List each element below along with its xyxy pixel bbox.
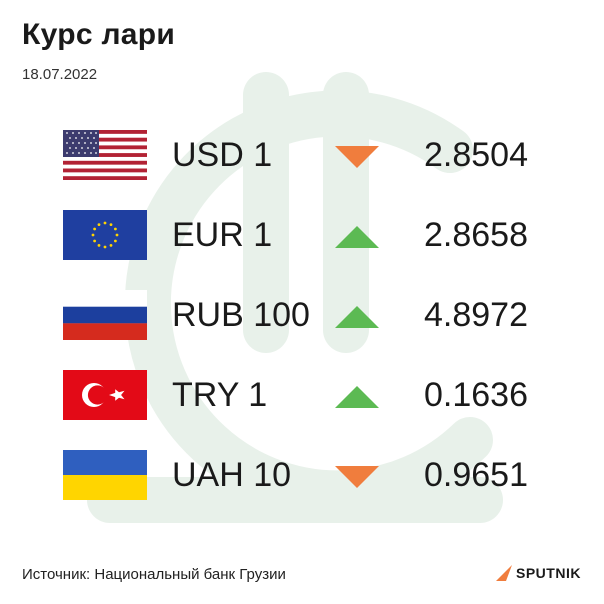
source-note: Источник: Национальный банк Грузии xyxy=(22,566,286,583)
turkey-flag-icon xyxy=(63,370,147,420)
usa-flag-icon xyxy=(63,130,147,180)
sputnik-logo-icon xyxy=(496,565,512,581)
page-title: Курс лари xyxy=(22,18,176,51)
brand-name: SPUTNIK xyxy=(516,565,581,581)
down-arrow-icon xyxy=(335,466,379,488)
rate-row-try: TRY 1 0.1636 xyxy=(0,370,604,422)
rate-value: 0.1636 xyxy=(424,376,528,414)
eu-flag-icon xyxy=(63,210,147,260)
rate-value: 4.8972 xyxy=(424,296,528,334)
rate-row-rub: RUB 100 4.8972 xyxy=(0,290,604,342)
rate-value: 2.8658 xyxy=(424,216,528,254)
rate-row-uah: UAH 10 0.9651 xyxy=(0,450,604,502)
currency-code: RUB 100 xyxy=(172,296,310,334)
rate-row-usd: USD 1 2.8504 xyxy=(0,130,604,182)
rate-value: 2.8504 xyxy=(424,136,528,174)
rate-row-eur: EUR 1 2.8658 xyxy=(0,210,604,262)
currency-code: USD 1 xyxy=(172,136,273,174)
currency-code: UAH 10 xyxy=(172,456,292,494)
currency-code: TRY 1 xyxy=(172,376,268,414)
ukraine-flag-icon xyxy=(63,450,147,500)
rate-value: 0.9651 xyxy=(424,456,528,494)
down-arrow-icon xyxy=(335,146,379,168)
russia-flag-icon xyxy=(63,290,147,340)
date-label: 18.07.2022 xyxy=(22,66,98,83)
currency-code: EUR 1 xyxy=(172,216,273,254)
sputnik-logo: SPUTNIK xyxy=(496,565,581,581)
up-arrow-icon xyxy=(335,306,379,328)
up-arrow-icon xyxy=(335,386,379,408)
up-arrow-icon xyxy=(335,226,379,248)
